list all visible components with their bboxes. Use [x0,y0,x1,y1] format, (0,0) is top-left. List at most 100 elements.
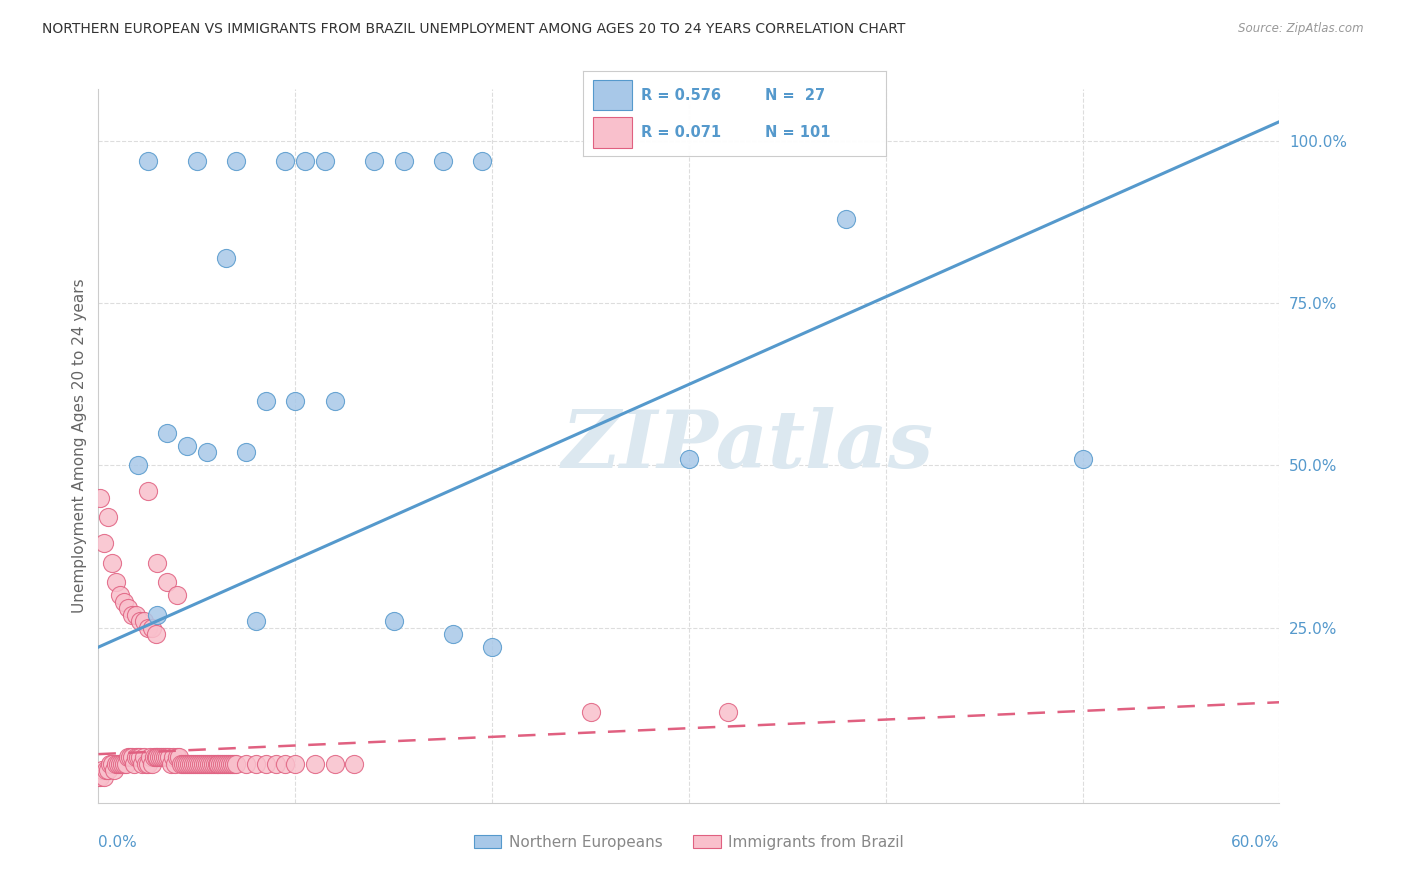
Point [128,614,150,628]
Point [117,601,139,615]
Point [245,614,267,628]
Point [156,575,179,590]
Point [136,756,159,771]
Point [314,153,336,168]
Point [194,756,217,771]
Point [155,750,177,764]
Point [181,756,204,771]
Point [184,756,207,771]
Point [441,627,464,641]
Text: N =  27: N = 27 [765,87,825,103]
Point [121,607,143,622]
Point [211,756,233,771]
Legend: Northern Europeans, Immigrants from Brazil: Northern Europeans, Immigrants from Braz… [468,829,910,855]
Point [107,756,129,771]
Point [91,764,114,778]
Point [219,756,242,771]
Point [121,750,143,764]
Point [97,510,120,524]
Point [146,750,169,764]
Point [141,621,163,635]
Point [97,764,120,778]
Point [284,756,307,771]
Point [224,756,246,771]
Point [115,756,138,771]
Point [432,153,454,168]
Point [105,575,128,590]
Point [1071,452,1094,467]
Point [205,756,228,771]
Point [382,614,405,628]
Point [162,750,184,764]
Point [145,627,167,641]
Point [176,756,198,771]
Point [166,750,188,764]
Point [93,770,115,784]
Point [180,756,202,771]
FancyBboxPatch shape [592,117,631,147]
Point [146,607,169,622]
Text: N = 101: N = 101 [765,125,831,140]
Point [132,750,155,764]
Point [108,756,131,771]
Point [835,211,858,226]
Point [118,750,141,764]
Point [177,756,200,771]
Point [166,588,188,602]
Y-axis label: Unemployment Among Ages 20 to 24 years: Unemployment Among Ages 20 to 24 years [72,278,87,614]
Point [294,153,316,168]
Point [156,425,179,440]
Point [174,756,197,771]
FancyBboxPatch shape [592,80,631,111]
Point [136,621,159,635]
Point [101,756,124,771]
Point [245,756,267,771]
Text: 60.0%: 60.0% [1232,835,1279,850]
Point [392,153,415,168]
Point [235,445,257,459]
Point [195,756,218,771]
Point [136,484,159,499]
Point [93,536,115,550]
Point [254,756,277,771]
Point [96,764,118,778]
Point [103,764,125,778]
Point [197,756,219,771]
Point [323,756,346,771]
Point [167,750,190,764]
Point [156,750,179,764]
Point [215,251,238,265]
Text: NORTHERN EUROPEAN VS IMMIGRANTS FROM BRAZIL UNEMPLOYMENT AMONG AGES 20 TO 24 YEA: NORTHERN EUROPEAN VS IMMIGRANTS FROM BRA… [42,22,905,37]
Point [150,750,173,764]
Point [323,393,346,408]
Point [125,750,148,764]
Point [343,756,366,771]
Point [160,756,183,771]
Point [127,458,149,473]
Point [125,607,148,622]
Point [89,491,111,505]
Point [207,756,229,771]
Point [363,153,385,168]
Point [138,750,160,764]
Point [127,750,149,764]
Point [89,770,111,784]
Point [186,153,208,168]
Point [717,705,740,719]
Point [136,153,159,168]
Point [481,640,503,654]
Point [235,756,257,771]
Point [165,756,187,771]
Point [132,614,155,628]
Point [201,756,224,771]
Point [122,756,145,771]
Text: ZIPatlas: ZIPatlas [562,408,934,484]
Point [200,756,222,771]
Text: Source: ZipAtlas.com: Source: ZipAtlas.com [1239,22,1364,36]
Point [579,705,602,719]
Point [471,153,494,168]
Point [204,756,226,771]
Point [101,556,124,570]
Point [214,756,236,771]
Point [187,756,209,771]
